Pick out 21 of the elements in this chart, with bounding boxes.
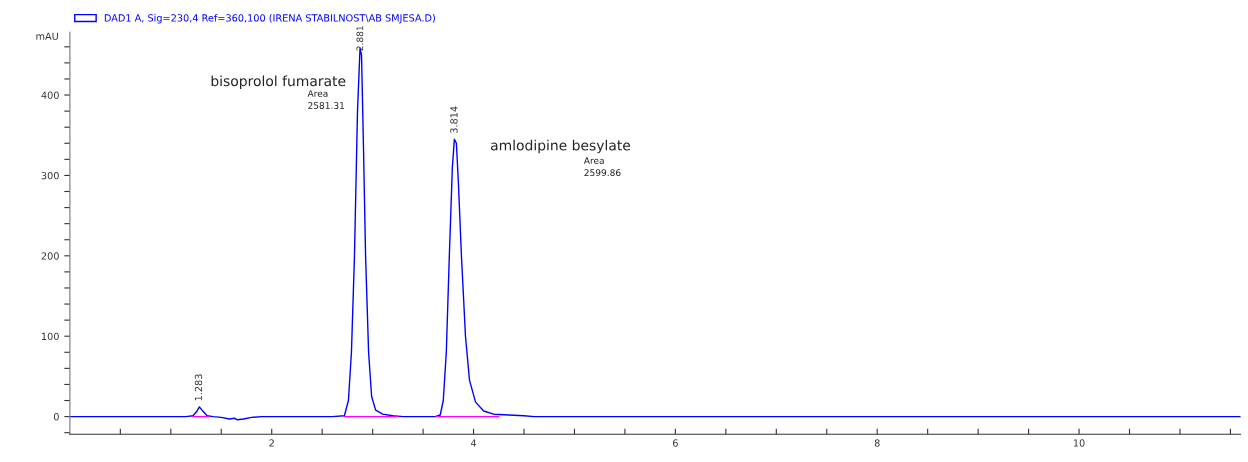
x-tick-label: 8	[874, 439, 880, 447]
y-tick-label: 400	[41, 91, 59, 99]
annotation: 2599.86	[584, 169, 621, 177]
y-axis-title: mAU	[36, 32, 58, 40]
y-tick-label: 300	[41, 171, 59, 180]
annotation: 3.814	[450, 106, 458, 133]
legend-label: DAD1 A, Sig=230,4 Ref=360,100 (IRENA STABILNOST\AB SMJESA.D)	[104, 14, 435, 24]
x-tick-label: 10	[1073, 439, 1085, 447]
annotation: 2581.31	[308, 102, 345, 109]
y-tick-label: 200	[41, 252, 59, 260]
x-tick-label: 6	[672, 439, 678, 447]
x-tick-label: 2	[269, 439, 274, 447]
annotation: Area	[583, 157, 604, 164]
annotation: Area	[307, 90, 328, 97]
x-tick-label: 4	[470, 439, 477, 447]
y-tick-label: 100	[41, 332, 59, 341]
annotation: amlodipine besylate	[490, 139, 631, 154]
y-tick-label: 0	[53, 413, 59, 421]
annotation: bisoprolol fumarate	[211, 75, 346, 89]
annotation: 1.283	[194, 374, 203, 401]
annotation: 2.881	[356, 26, 364, 51]
